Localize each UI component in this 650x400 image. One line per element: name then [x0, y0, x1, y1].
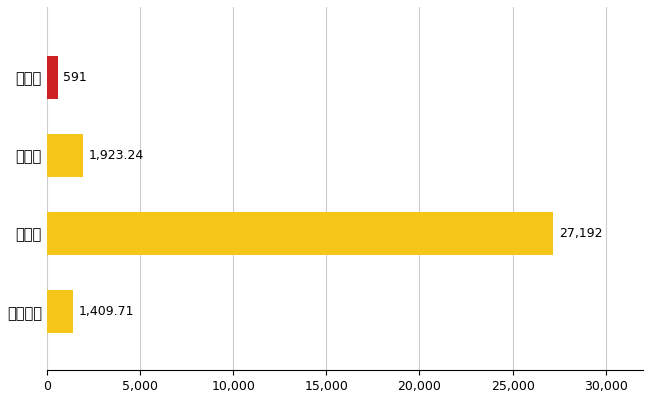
Bar	[47, 56, 58, 99]
Text: 1,923.24: 1,923.24	[88, 149, 144, 162]
Text: 1,409.71: 1,409.71	[79, 305, 134, 318]
Bar	[47, 290, 73, 333]
Bar	[47, 134, 83, 177]
Bar	[47, 212, 553, 255]
Text: 591: 591	[64, 71, 87, 84]
Text: 27,192: 27,192	[559, 227, 603, 240]
